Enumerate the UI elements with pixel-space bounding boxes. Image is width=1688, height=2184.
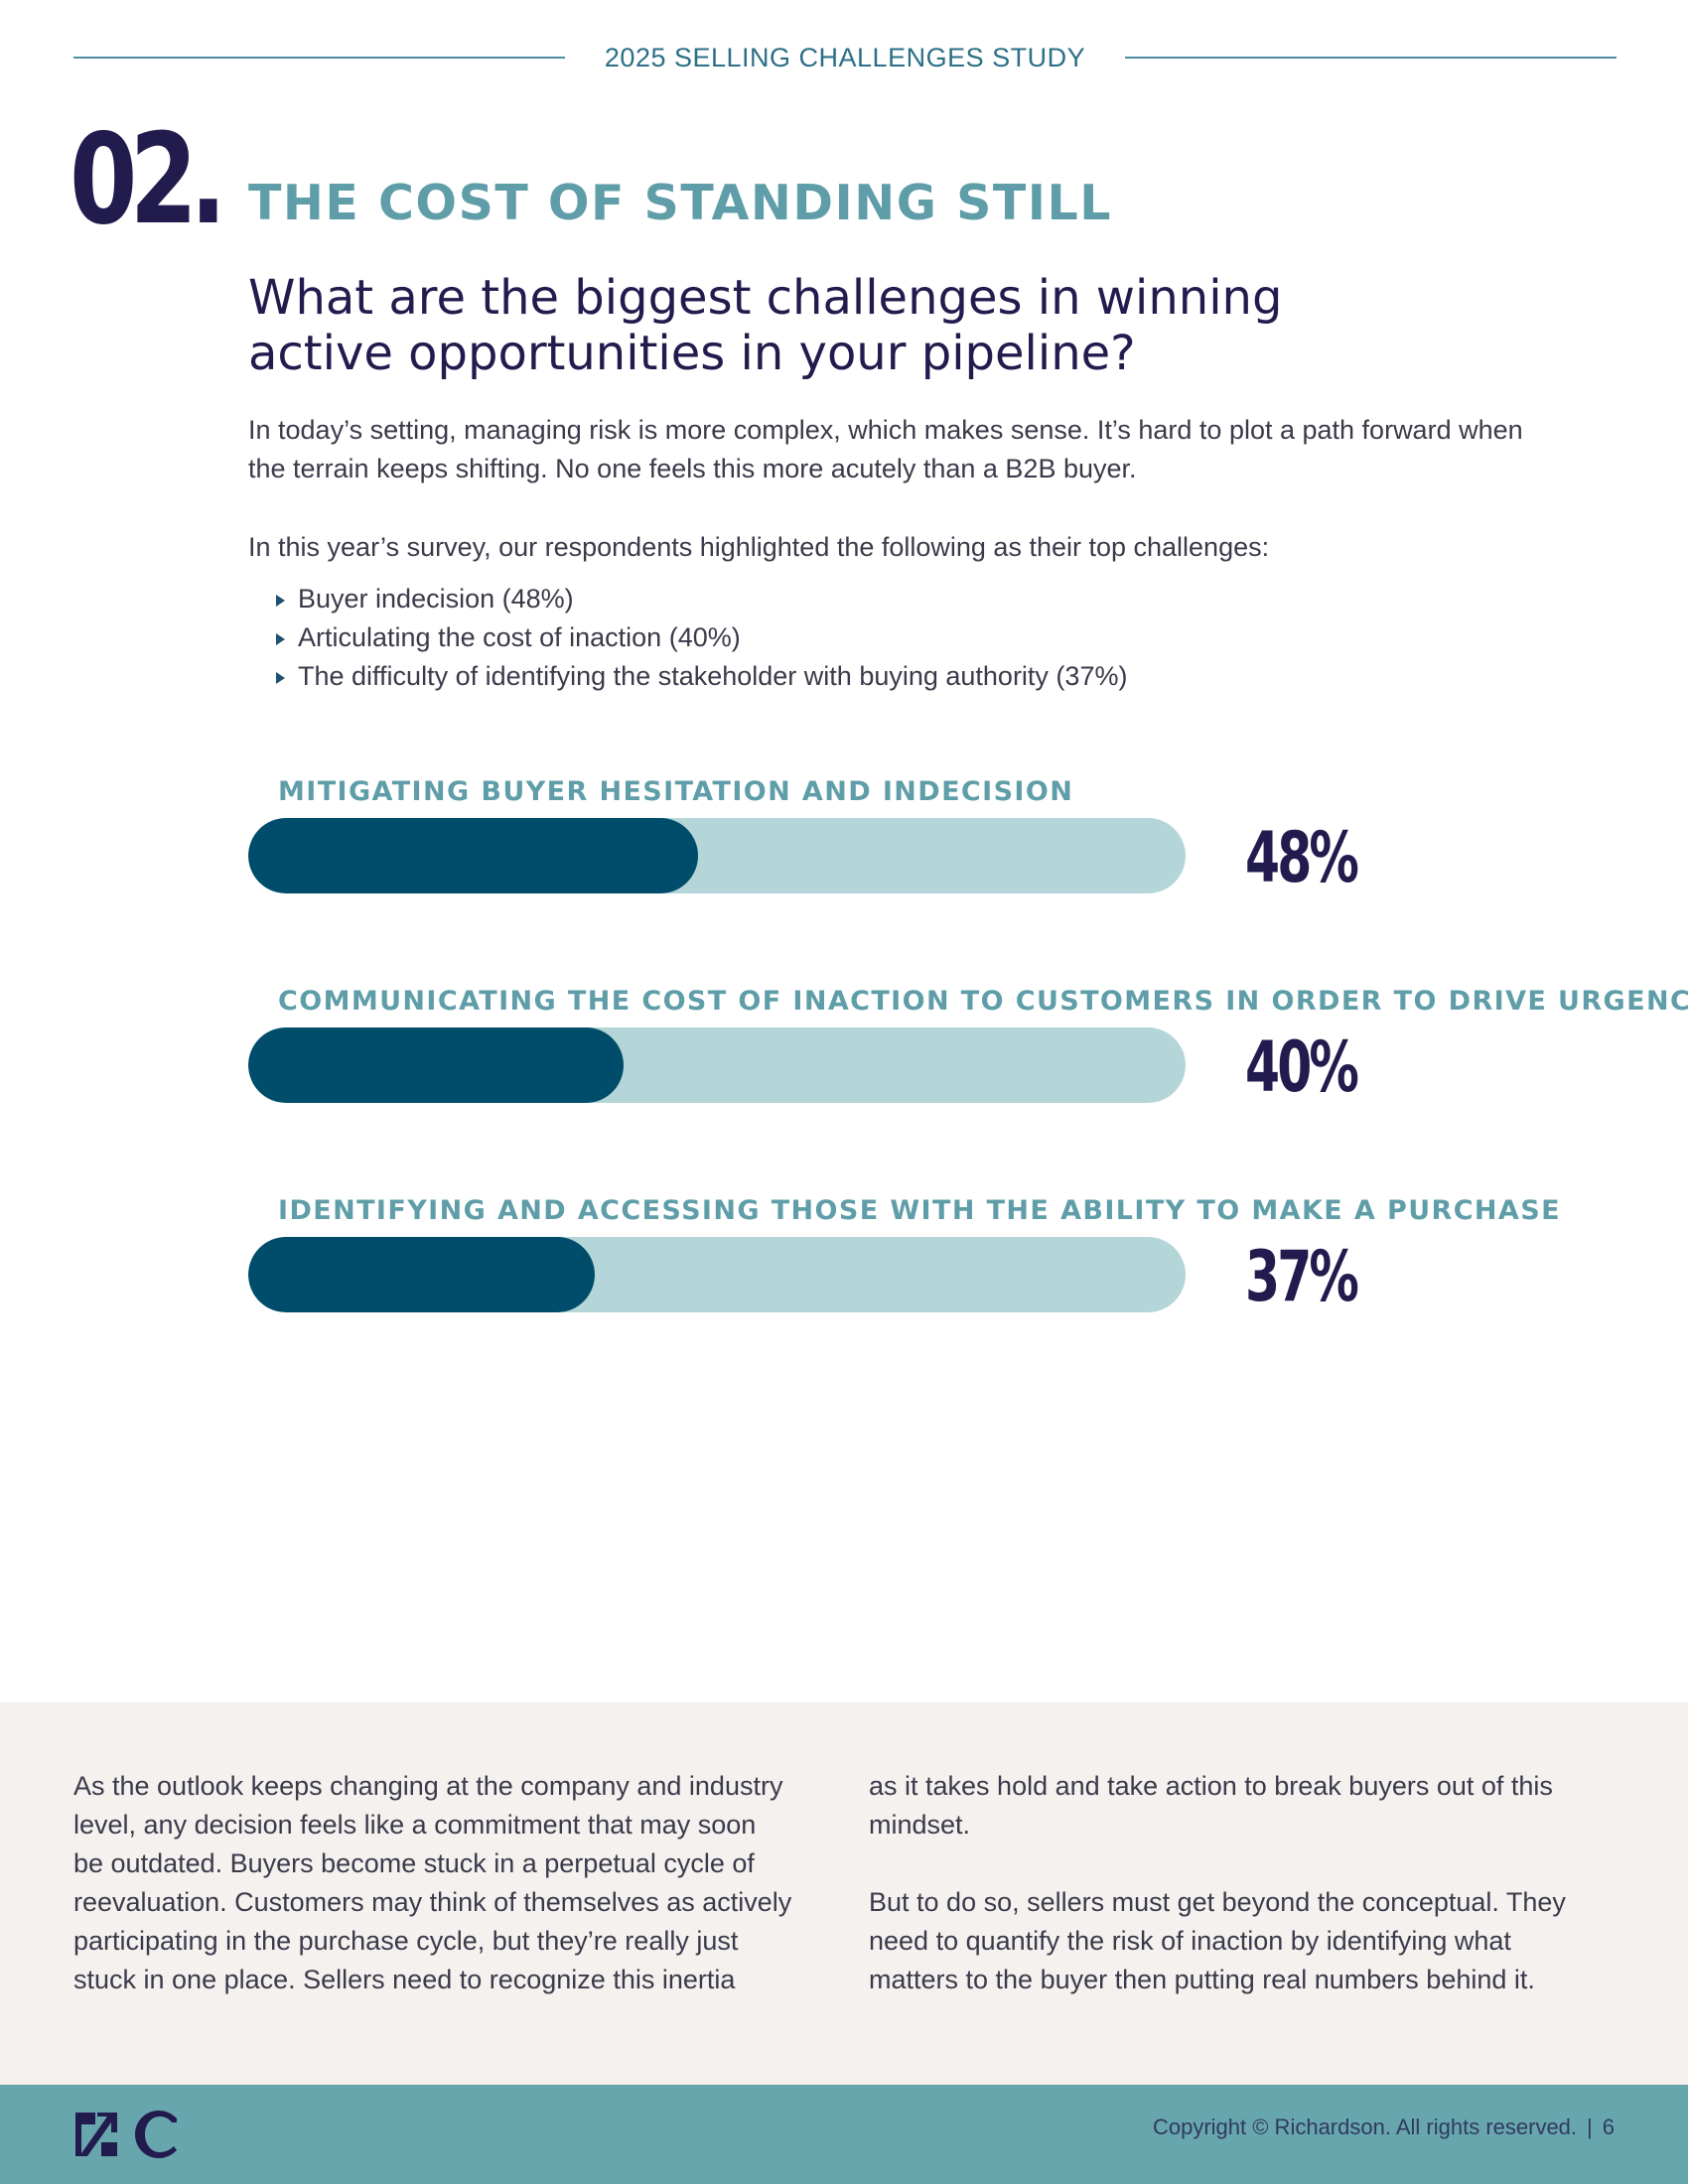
bar-value-label: 48% (1245, 817, 1359, 898)
richardson-rc-logo-icon (75, 2111, 177, 2158)
body-line: be outdated. Buyers become stuck in a pe… (73, 1848, 755, 1878)
page-footer (0, 2085, 1688, 2184)
body-line: level, any decision feels like a commitm… (73, 1810, 757, 1840)
body-line: reevaluation. Customers may think of the… (73, 1887, 792, 1917)
bar-track (248, 1237, 1186, 1312)
body-line: As the outlook keeps changing at the com… (73, 1771, 783, 1801)
body-column-left: As the outlook keeps changing at the com… (73, 1767, 828, 1999)
paragraph-gap (869, 1844, 1623, 1883)
bullets-lead: In this year’s survey, our respondents h… (248, 532, 1270, 562)
page-number: 6 (1602, 2115, 1615, 2139)
bar-track (248, 1027, 1186, 1103)
bar-value-label: 40% (1245, 1026, 1359, 1108)
header-title: 2025 SELLING CHALLENGES STUDY (604, 42, 1086, 72)
section-number: 02. (70, 106, 227, 252)
bar-fill (248, 1027, 624, 1103)
body-line: mindset. (869, 1810, 971, 1840)
bullet-item: The difficulty of identifying the stakeh… (276, 657, 1127, 696)
body-column-right: as it takes hold and take action to brea… (869, 1767, 1623, 1999)
intro-line: In today’s setting, managing risk is mor… (248, 415, 1523, 445)
intro-line: the terrain keeps shifting. No one feels… (248, 454, 1137, 483)
bar-value-label: 37% (1245, 1236, 1359, 1317)
body-panel (0, 1703, 1688, 2085)
body-line: stuck in one place. Sellers need to reco… (73, 1965, 736, 1994)
question-line: What are the biggest challenges in winni… (248, 270, 1283, 326)
bar-label: IDENTIFYING AND ACCESSING THOSE WITH THE… (278, 1195, 1561, 1226)
question-line: active opportunities in your pipeline? (248, 326, 1136, 381)
bar-fill (248, 1237, 596, 1312)
body-line: as it takes hold and take action to brea… (869, 1771, 1553, 1801)
body-line: need to quantify the risk of inaction by… (869, 1926, 1511, 1956)
bar-label: COMMUNICATING THE COST OF INACTION TO CU… (278, 986, 1688, 1017)
header-rule-left (73, 57, 565, 59)
body-line: matters to the buyer then putting real n… (869, 1965, 1535, 1994)
section-question: What are the biggest challenges in winni… (248, 270, 1340, 381)
page-header: 2025 SELLING CHALLENGES STUDY (73, 38, 1618, 77)
section-title: THE COST OF STANDING STILL (248, 175, 1112, 231)
bar-fill (248, 818, 699, 893)
copyright-line: Copyright © Richardson. All rights reser… (1153, 2113, 1615, 2142)
header-rule-right (1125, 57, 1618, 59)
bullet-item: Articulating the cost of inaction (40%) (276, 618, 1127, 657)
copyright-text: Copyright © Richardson. All rights reser… (1152, 2115, 1578, 2139)
bar-label: MITIGATING BUYER HESITATION AND INDECISI… (278, 776, 1074, 807)
body-line: participating in the purchase cycle, but… (73, 1926, 739, 1956)
body-line: But to do so, sellers must get beyond th… (869, 1887, 1566, 1917)
copyright-separator: | (1587, 2115, 1593, 2139)
challenge-bullet-list: Buyer indecision (48%) Articulating the … (276, 580, 1127, 696)
intro-paragraph: In today’s setting, managing risk is mor… (248, 411, 1599, 488)
bar-track (248, 818, 1186, 893)
bullet-item: Buyer indecision (48%) (276, 580, 1127, 618)
